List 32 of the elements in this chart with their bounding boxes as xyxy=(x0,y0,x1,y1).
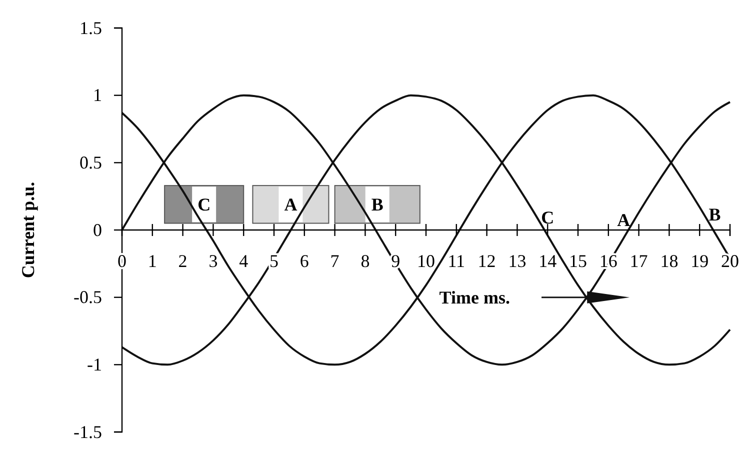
x-tick-label: 17 xyxy=(630,250,648,271)
x-tick-label: 7 xyxy=(330,250,340,271)
y-tick-label: 1 xyxy=(93,85,102,106)
x-tick-label: 15 xyxy=(569,250,587,271)
x-tick-label: 19 xyxy=(690,250,709,271)
y-axis-title: Current p.u. xyxy=(18,182,38,278)
x-tick-label: 13 xyxy=(508,250,526,271)
x-tick-label: 6 xyxy=(300,250,309,271)
x-axis-title: Time ms. xyxy=(439,287,510,308)
y-tick-label: -1 xyxy=(87,354,102,374)
y-tick-label: 0 xyxy=(93,220,102,240)
x-tick-label: 4 xyxy=(239,250,248,271)
y-tick-label: 0.5 xyxy=(80,152,102,172)
annotation: B xyxy=(708,204,721,225)
band-label: A xyxy=(284,194,298,214)
band-label: C xyxy=(198,194,211,214)
x-tick-label: 2 xyxy=(178,250,188,271)
x-tick-label: 3 xyxy=(208,250,218,271)
x-tick-label: 1 xyxy=(148,250,157,271)
x-tick-label: 12 xyxy=(478,250,496,271)
x-tick-label: 10 xyxy=(417,250,435,271)
x-tick-label: 20 xyxy=(721,250,739,271)
x-tick-label: 8 xyxy=(360,250,370,271)
annotation: A xyxy=(617,210,630,230)
y-tick-label: -1.5 xyxy=(74,422,102,442)
x-tick-label: 18 xyxy=(660,250,678,271)
x-tick-label: 11 xyxy=(448,250,466,271)
y-tick-label: 1.5 xyxy=(80,18,102,38)
annotation: C xyxy=(541,207,554,228)
x-tick-label: 14 xyxy=(538,250,557,271)
y-tick-label: -0.5 xyxy=(74,287,102,308)
band-label: B xyxy=(371,194,384,214)
